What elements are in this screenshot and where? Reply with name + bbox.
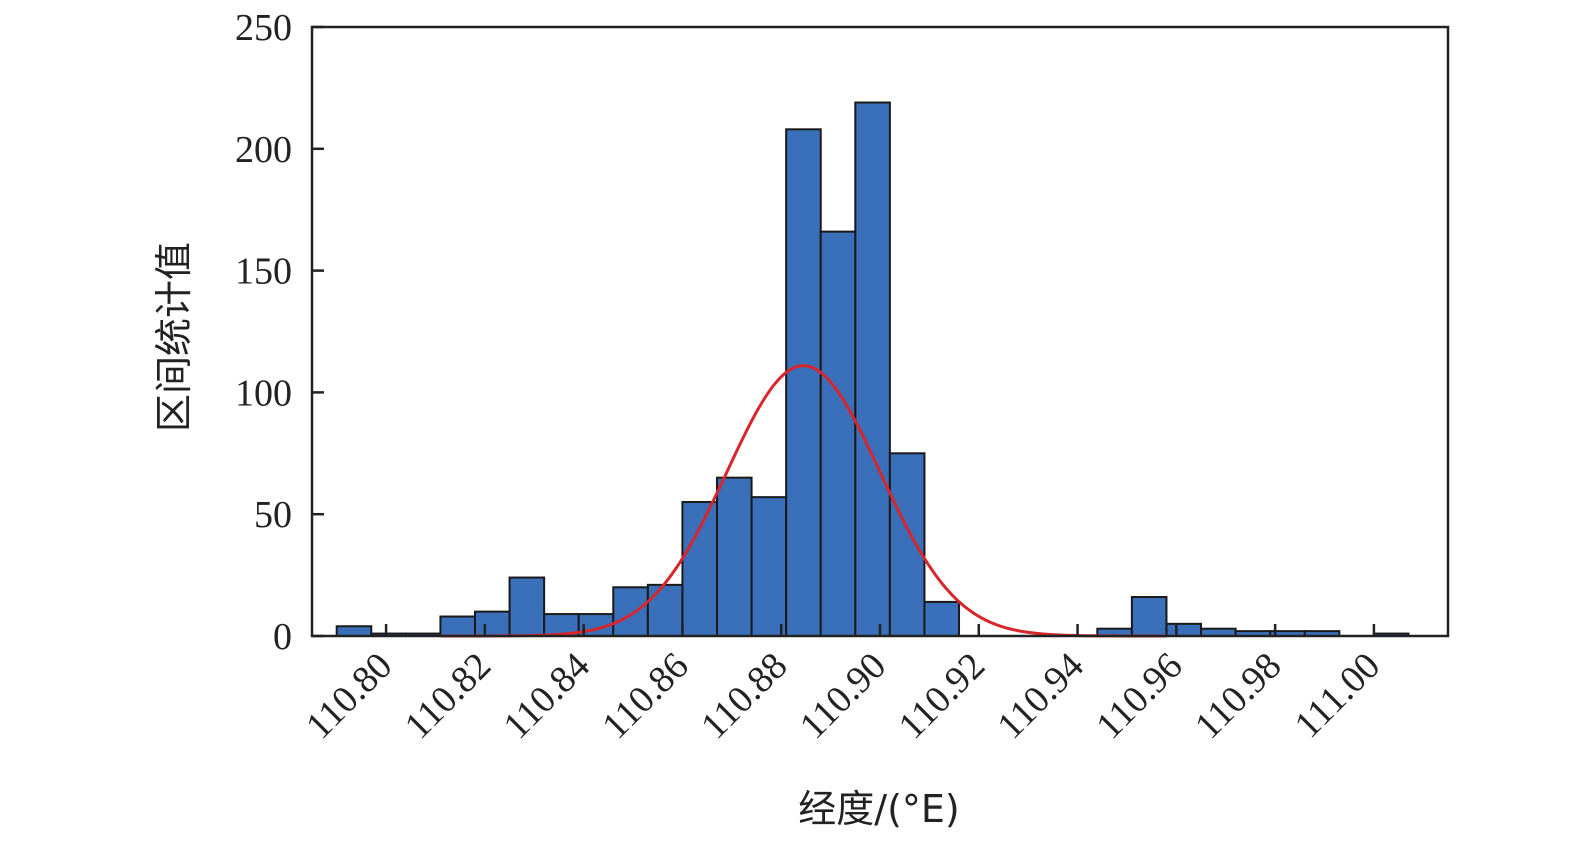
x-tick-label-4: 110.88 bbox=[693, 645, 796, 748]
histogram-bar-16 bbox=[888, 452, 926, 637]
histogram-bar-17 bbox=[923, 600, 961, 637]
histogram-bar-3 bbox=[439, 615, 476, 638]
histogram-bar-0 bbox=[335, 625, 373, 637]
normal-fit-curve bbox=[440, 364, 1167, 638]
y-tick-label-1: 50 bbox=[254, 494, 292, 536]
x-tick-label-8: 110.96 bbox=[1088, 645, 1191, 748]
x-tick-label-7: 110.94 bbox=[989, 645, 1092, 748]
x-tick-label-9: 110.98 bbox=[1187, 645, 1290, 748]
x-tick-label-10: 111.00 bbox=[1287, 645, 1389, 747]
y-tick-label-2: 100 bbox=[235, 372, 292, 414]
x-tick-label-0: 110.80 bbox=[298, 645, 401, 748]
histogram-bar-12 bbox=[750, 496, 788, 638]
y-tick-label-3: 150 bbox=[235, 251, 292, 293]
histogram-bar-10 bbox=[681, 501, 719, 637]
histogram-bar-23 bbox=[1130, 596, 1168, 637]
y-tick-label-4: 200 bbox=[235, 129, 292, 171]
x-tick-label-1: 110.82 bbox=[397, 645, 500, 748]
bars-group bbox=[335, 101, 1410, 638]
x-tick-label-5: 110.90 bbox=[792, 645, 895, 748]
histogram-bar-5 bbox=[508, 576, 546, 638]
histogram-bar-11 bbox=[716, 476, 753, 637]
x-axis-title: 经度/(°E) bbox=[798, 787, 959, 831]
histogram-bar-24 bbox=[1165, 622, 1203, 638]
y-axis: 0 50 100 150 200 250 bbox=[235, 7, 324, 658]
y-tick-label-0: 0 bbox=[273, 616, 292, 658]
histogram-bar-14 bbox=[819, 230, 857, 637]
histogram-bar-4 bbox=[473, 610, 511, 638]
y-tick-label-5: 250 bbox=[235, 7, 292, 49]
histogram-bar-8 bbox=[612, 586, 649, 638]
x-tick-label-6: 110.92 bbox=[891, 645, 994, 748]
x-tick-label-2: 110.84 bbox=[495, 645, 598, 748]
histogram-bar-15 bbox=[854, 101, 891, 638]
y-axis-title: 区间统计值 bbox=[152, 242, 196, 432]
histogram-bar-9 bbox=[646, 583, 684, 637]
x-axis: 110.80110.82110.84110.86110.88110.90110.… bbox=[298, 624, 1388, 747]
histogram-bar-13 bbox=[785, 128, 822, 637]
x-tick-label-3: 110.86 bbox=[594, 645, 697, 748]
